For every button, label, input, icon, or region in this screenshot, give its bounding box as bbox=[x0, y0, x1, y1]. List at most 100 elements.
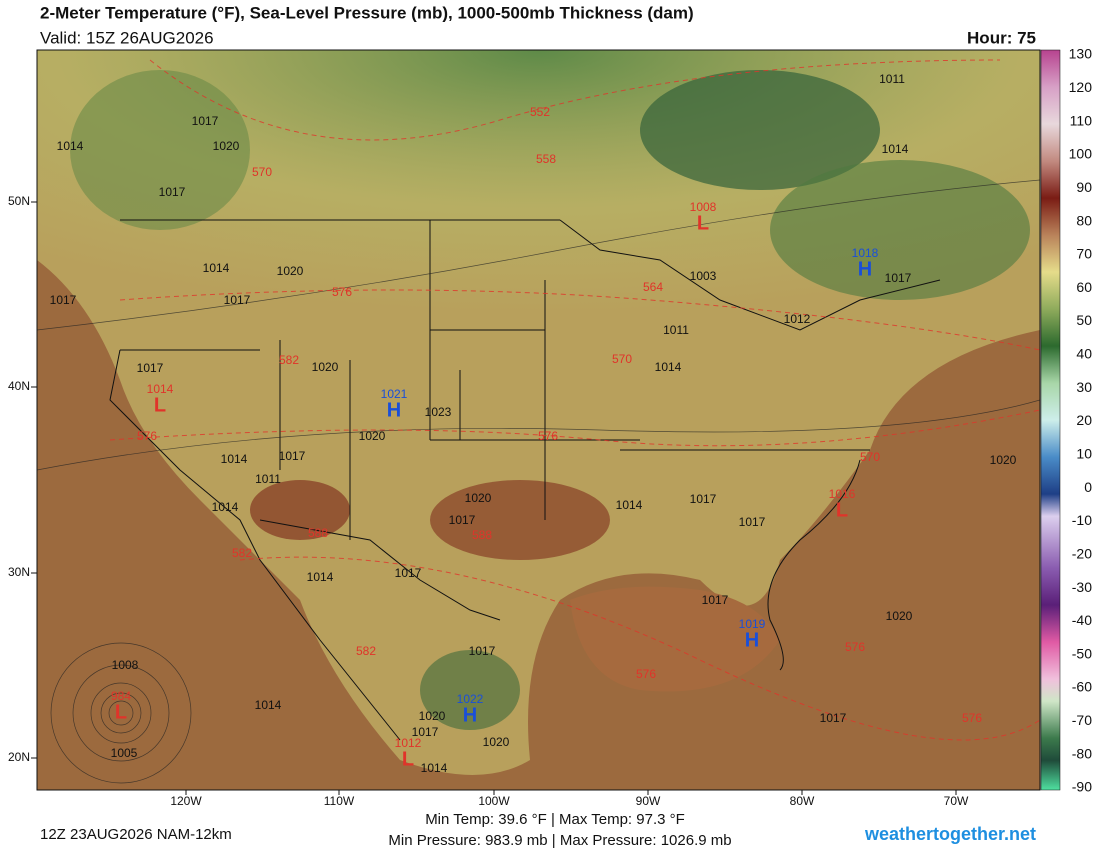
thickness-label: 564 bbox=[643, 280, 663, 294]
isobar-label: 1017 bbox=[469, 644, 496, 658]
colorbar-label: 80 bbox=[1076, 212, 1092, 228]
isobar-label: 1020 bbox=[886, 609, 913, 623]
pressure-extremes: Min Pressure: 983.9 mb | Max Pressure: 1… bbox=[388, 832, 731, 849]
colorbar-label: -80 bbox=[1072, 745, 1092, 761]
isobar-label: 1014 bbox=[616, 498, 643, 512]
colorbar-label: 40 bbox=[1076, 346, 1092, 362]
colorbar-label: 90 bbox=[1076, 179, 1092, 195]
valid-time: Valid: 15Z 26AUG2026 bbox=[40, 28, 214, 47]
isobar-label: 1005 bbox=[111, 746, 138, 760]
isobar-label: 1017 bbox=[279, 449, 306, 463]
isobars bbox=[37, 179, 1040, 784]
center-letter: H bbox=[463, 704, 477, 726]
colorbar-label: -90 bbox=[1072, 779, 1092, 795]
longitude-label: 80W bbox=[790, 794, 815, 808]
colorbar-label: 110 bbox=[1070, 112, 1093, 128]
colorbar-label: 20 bbox=[1076, 412, 1092, 428]
colorbar-label: -70 bbox=[1072, 712, 1092, 728]
thickness-label: 576 bbox=[962, 711, 982, 725]
isobar-label: 1017 bbox=[449, 513, 476, 527]
center-letter: L bbox=[154, 394, 166, 416]
isobar-label: 1020 bbox=[465, 491, 492, 505]
isobar-label: 1011 bbox=[879, 72, 905, 86]
center-pressure: 1021 bbox=[381, 387, 408, 401]
isobar-label: 1017 bbox=[224, 293, 251, 307]
isobar-label: 1011 bbox=[663, 323, 689, 337]
isobar-label: 1023 bbox=[425, 405, 452, 419]
site-link[interactable]: weathertogether.net bbox=[864, 824, 1036, 844]
axes: 50N 40N 30N 20N 120W 110W 100W 90W 80W 70W 130 120 1… bbox=[8, 46, 1092, 808]
map-labels: 1011 1017 1014 1020 1014 1017 1014 1020 1017 1017… bbox=[50, 72, 1017, 775]
isobar-label: 1014 bbox=[421, 761, 448, 775]
isobar-label: 1017 bbox=[885, 271, 912, 285]
isobar-label: 1020 bbox=[483, 735, 510, 749]
isobar-label: 1014 bbox=[655, 360, 682, 374]
isobar-label: 1017 bbox=[192, 114, 219, 128]
colorbar-label: -30 bbox=[1072, 579, 1092, 595]
thickness-label: 552 bbox=[530, 105, 550, 119]
colorbar-label: 100 bbox=[1069, 146, 1093, 162]
isobar-label: 1020 bbox=[419, 709, 446, 723]
thickness-label: 576 bbox=[845, 640, 865, 654]
thickness-label: 576 bbox=[332, 285, 352, 299]
thickness-label: 558 bbox=[536, 152, 556, 166]
thickness-label: 582 bbox=[279, 353, 299, 367]
map-frame bbox=[36, 49, 1041, 791]
cool-canada bbox=[640, 70, 880, 190]
colorbar-label: 30 bbox=[1076, 379, 1092, 395]
isobar-label: 1014 bbox=[221, 452, 248, 466]
thickness-label: 570 bbox=[252, 165, 272, 179]
latitude-label: 40N bbox=[8, 379, 30, 393]
center-pressure: 1014 bbox=[147, 382, 174, 396]
hot-texas bbox=[430, 480, 610, 560]
thickness-label: 582 bbox=[232, 546, 252, 560]
longitude-label: 100W bbox=[478, 794, 510, 808]
isobar-label: 1014 bbox=[203, 261, 230, 275]
isobar-label: 1017 bbox=[702, 593, 729, 607]
isobar-label: 1014 bbox=[57, 139, 84, 153]
colorbar-label: 0 bbox=[1084, 479, 1092, 495]
hot-desert bbox=[250, 480, 350, 540]
latitude-label: 50N bbox=[8, 194, 30, 208]
center-pressure: 1008 bbox=[690, 200, 717, 214]
center-letter: H bbox=[387, 399, 401, 421]
center-letter: H bbox=[745, 629, 759, 651]
center-letter: L bbox=[836, 499, 848, 521]
isobar-label: 1014 bbox=[255, 698, 282, 712]
colorbar-label: -10 bbox=[1072, 512, 1092, 528]
isobar-label: 1011 bbox=[255, 472, 281, 486]
center-pressure: 1016 bbox=[829, 487, 856, 501]
center-letter: L bbox=[115, 701, 127, 723]
isobar-label: 1017 bbox=[395, 566, 422, 580]
thickness-label: 576 bbox=[636, 667, 656, 681]
thickness-label: 576 bbox=[137, 429, 157, 443]
map-title: 2-Meter Temperature (°F), Sea-Level Pres… bbox=[40, 3, 694, 22]
isobar-label: 1014 bbox=[212, 500, 239, 514]
latitude-label: 20N bbox=[8, 750, 30, 764]
isobar-label: 1014 bbox=[882, 142, 909, 156]
colorbar-label: 10 bbox=[1076, 446, 1092, 462]
thickness-label: 576 bbox=[538, 429, 558, 443]
colorbar-label: 130 bbox=[1069, 46, 1093, 62]
colorbar-label: 120 bbox=[1069, 79, 1093, 95]
isobar-label: 1020 bbox=[312, 360, 339, 374]
isobar-label: 1020 bbox=[990, 453, 1017, 467]
center-pressure: 984 bbox=[111, 689, 131, 703]
colorbar bbox=[1040, 49, 1061, 791]
isobar-label: 1003 bbox=[690, 269, 717, 283]
isobar-label: 1008 bbox=[112, 658, 139, 672]
temperature-extremes: Min Temp: 39.6 °F | Max Temp: 97.3 °F bbox=[425, 811, 685, 828]
isobar-label: 1017 bbox=[739, 515, 766, 529]
center-pressure: 1018 bbox=[852, 246, 879, 260]
map-area: 1011 1017 1014 1020 1014 1017 1014 1020 1017 1017… bbox=[37, 50, 1040, 790]
forecast-hour: Hour: 75 bbox=[967, 28, 1036, 47]
center-pressure: 1019 bbox=[739, 617, 766, 631]
center-letter: H bbox=[858, 258, 872, 280]
center-letter: L bbox=[402, 748, 414, 770]
longitude-label: 90W bbox=[636, 794, 661, 808]
cool-mexico bbox=[420, 650, 520, 730]
colorbar-label: -20 bbox=[1072, 545, 1092, 561]
isobar-label: 1017 bbox=[690, 492, 717, 506]
isobar-label: 1020 bbox=[359, 429, 386, 443]
